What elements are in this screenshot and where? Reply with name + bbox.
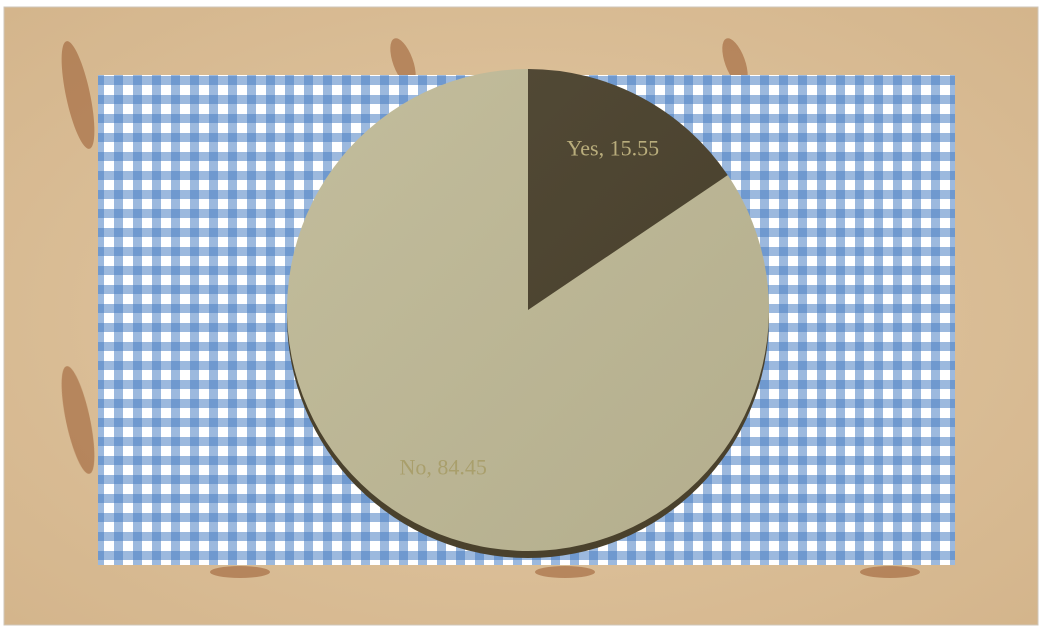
pie [286,69,769,551]
data-labels: Yes, 15.55 No, 84.45 [399,135,659,479]
data-label: No, 84.45 [399,455,486,480]
data-label: Yes, 15.55 [567,135,660,160]
